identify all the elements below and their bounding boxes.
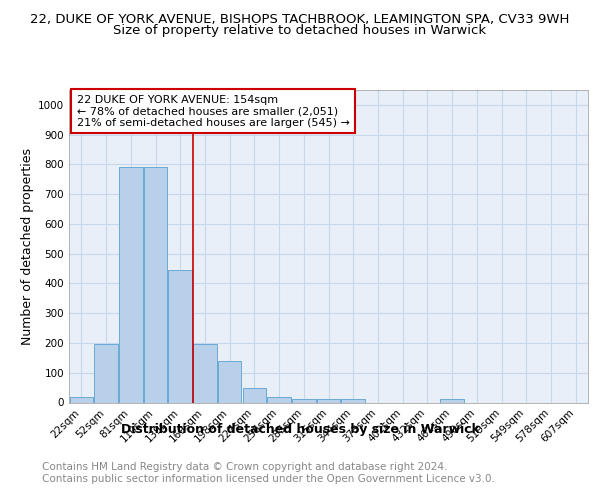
Bar	[193, 344, 217, 403]
Bar	[70, 396, 93, 402]
Bar	[317, 399, 340, 402]
Bar	[218, 361, 241, 403]
Y-axis label: Number of detached properties: Number of detached properties	[21, 148, 34, 345]
Bar	[268, 397, 291, 402]
Bar	[440, 399, 464, 402]
Bar	[242, 388, 266, 402]
Bar	[341, 399, 365, 402]
Bar	[292, 399, 316, 402]
Bar	[119, 168, 143, 402]
Bar	[94, 344, 118, 403]
Text: 22, DUKE OF YORK AVENUE, BISHOPS TACHBROOK, LEAMINGTON SPA, CV33 9WH: 22, DUKE OF YORK AVENUE, BISHOPS TACHBRO…	[31, 12, 569, 26]
Text: Contains HM Land Registry data © Crown copyright and database right 2024.
Contai: Contains HM Land Registry data © Crown c…	[42, 462, 495, 484]
Bar	[144, 168, 167, 402]
Bar	[169, 270, 192, 402]
Text: 22 DUKE OF YORK AVENUE: 154sqm
← 78% of detached houses are smaller (2,051)
21% : 22 DUKE OF YORK AVENUE: 154sqm ← 78% of …	[77, 94, 350, 128]
Text: Distribution of detached houses by size in Warwick: Distribution of detached houses by size …	[121, 422, 479, 436]
Text: Size of property relative to detached houses in Warwick: Size of property relative to detached ho…	[113, 24, 487, 37]
